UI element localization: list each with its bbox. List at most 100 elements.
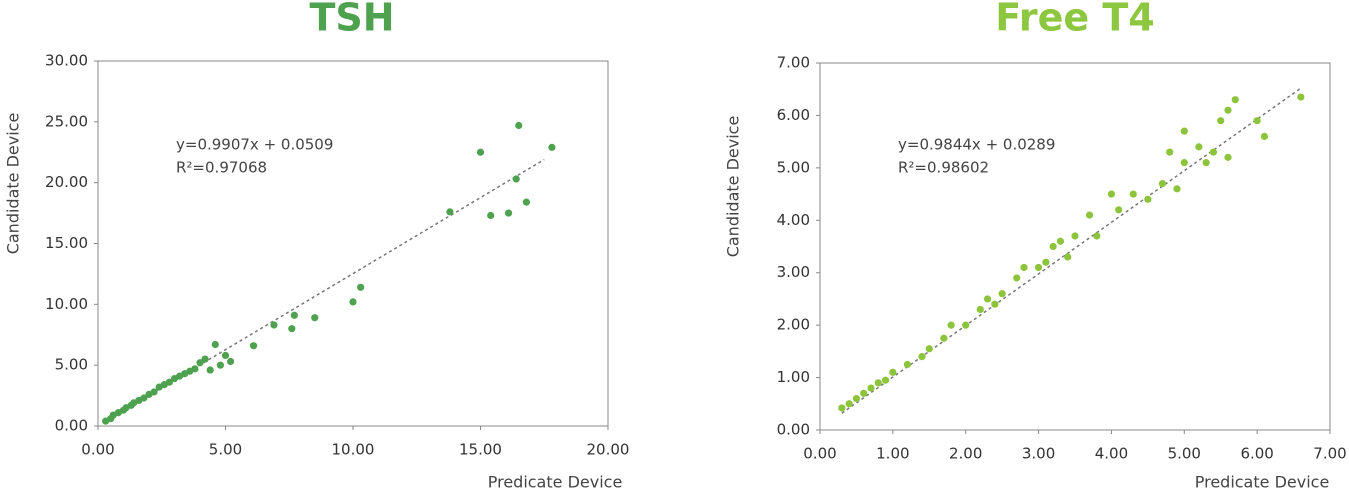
- point: [1224, 106, 1232, 114]
- y-tick-label: 30.00: [45, 52, 88, 70]
- point: [1107, 190, 1116, 198]
- point: [165, 378, 173, 386]
- point: [476, 148, 485, 156]
- point: [1129, 190, 1137, 198]
- plot-frame: [97, 60, 609, 427]
- point: [1144, 195, 1152, 203]
- point: [867, 384, 875, 392]
- point: [1253, 117, 1261, 125]
- x-tick-label: 15.00: [459, 441, 502, 459]
- y-tick-label: 0.00: [777, 421, 810, 439]
- y-tick-label: 0.00: [55, 417, 88, 435]
- point: [1166, 148, 1174, 156]
- point: [290, 311, 298, 319]
- point: [1158, 179, 1167, 188]
- y-axis-label: Candidate Device: [724, 116, 743, 258]
- point: [1231, 96, 1239, 104]
- point: [1297, 93, 1305, 101]
- x-tick-label: 6.00: [1240, 445, 1273, 463]
- point: [925, 345, 933, 353]
- x-tick-label: 2.00: [949, 445, 982, 463]
- point: [1173, 185, 1181, 193]
- point: [349, 298, 357, 306]
- point: [947, 321, 955, 329]
- point: [962, 321, 970, 329]
- point: [270, 321, 278, 329]
- point: [940, 334, 948, 342]
- point: [487, 211, 495, 220]
- point: [446, 208, 454, 216]
- point: [227, 357, 235, 366]
- x-tick-label: 7.00: [1313, 445, 1346, 463]
- point: [522, 198, 531, 206]
- x-tick-label: 0.00: [803, 445, 836, 463]
- y-tick-label: 15.00: [45, 234, 88, 252]
- point: [1260, 132, 1269, 140]
- annotation: R²=0.98602: [898, 159, 989, 177]
- point: [1071, 232, 1079, 240]
- y-tick-label: 20.00: [45, 173, 88, 191]
- point: [1180, 159, 1188, 167]
- y-tick-label: 25.00: [45, 112, 88, 130]
- y-tick-label: 10.00: [45, 295, 88, 313]
- y-tick-label: 1.00: [777, 368, 810, 386]
- point: [1195, 143, 1203, 151]
- point: [1064, 253, 1072, 261]
- point: [357, 283, 365, 291]
- x-tick-label: 4.00: [1095, 445, 1128, 463]
- point: [852, 394, 861, 403]
- point: [881, 376, 890, 384]
- x-axis-label: Predicate Device: [1195, 473, 1330, 492]
- point: [1224, 153, 1232, 161]
- point: [288, 325, 296, 333]
- plot-frame: [819, 62, 1331, 431]
- point: [196, 359, 204, 367]
- y-tick-label: 7.00: [777, 54, 810, 72]
- point: [1013, 274, 1021, 282]
- point: [889, 368, 897, 376]
- point: [206, 366, 214, 374]
- point: [150, 388, 158, 396]
- x-axis-label: Predicate Device: [488, 473, 623, 492]
- point: [140, 394, 148, 402]
- y-tick-label: 5.00: [777, 158, 810, 176]
- y-tick-label: 2.00: [777, 316, 810, 334]
- chart-title: Free T4: [995, 0, 1154, 40]
- point: [838, 404, 846, 412]
- point: [1085, 211, 1094, 219]
- point: [860, 389, 868, 397]
- y-tick-label: 3.00: [777, 263, 810, 281]
- point: [1020, 263, 1028, 272]
- y-tick-label: 5.00: [55, 356, 88, 374]
- point: [918, 353, 926, 361]
- point: [1209, 148, 1218, 156]
- point: [845, 400, 853, 408]
- point: [1202, 159, 1210, 167]
- point: [211, 340, 219, 349]
- y-tick-label: 6.00: [777, 106, 810, 124]
- y-axis-label: Candidate Device: [4, 113, 23, 255]
- x-tick-label: 5.00: [1168, 445, 1201, 463]
- annotation: y=0.9907x + 0.0509: [176, 136, 333, 154]
- x-tick-label: 1.00: [876, 445, 909, 463]
- annotation: R²=0.97068: [176, 159, 267, 177]
- point: [976, 305, 984, 314]
- x-tick-label: 20.00: [587, 441, 630, 459]
- point: [903, 360, 912, 369]
- point: [1056, 237, 1065, 245]
- y-tick-label: 4.00: [777, 211, 810, 229]
- point: [311, 314, 319, 322]
- trendline: [841, 87, 1302, 414]
- point: [874, 379, 882, 387]
- point: [512, 175, 520, 183]
- point: [1049, 242, 1057, 251]
- annotation: y=0.9844x + 0.0289: [898, 136, 1055, 154]
- point: [1217, 117, 1225, 125]
- x-tick-label: 10.00: [332, 441, 375, 459]
- point: [983, 295, 992, 303]
- point: [1115, 206, 1123, 214]
- point: [1180, 127, 1188, 135]
- chart-title: TSH: [309, 0, 394, 40]
